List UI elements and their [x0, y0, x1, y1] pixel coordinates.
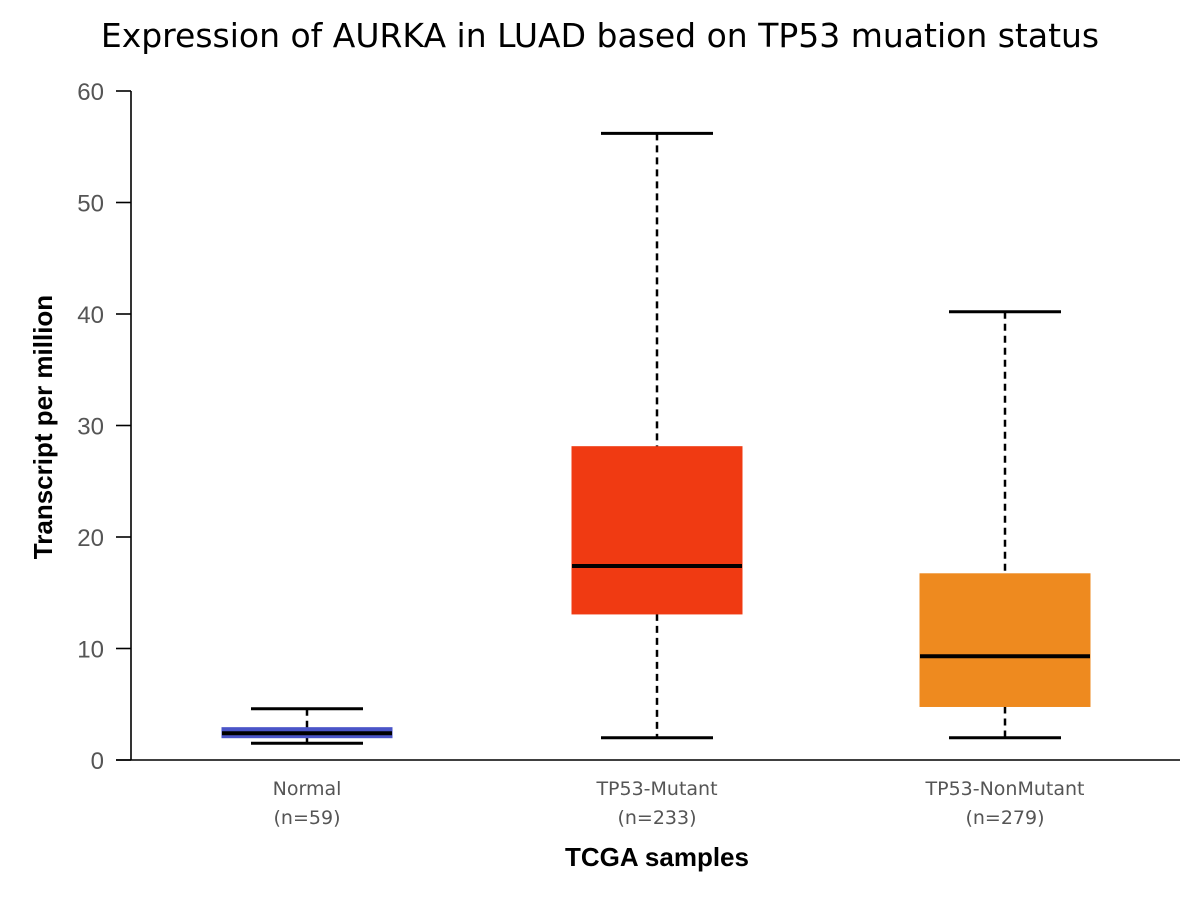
y-tick-label: 60: [77, 79, 104, 106]
x-tick-label-count: (n=279): [965, 807, 1044, 829]
x-tick-label-name: TP53-NonMutant: [925, 778, 1085, 800]
x-axis-label: TCGA samples: [565, 842, 749, 872]
y-tick-label: 20: [77, 525, 104, 552]
chart-title: Expression of AURKA in LUAD based on TP5…: [101, 16, 1099, 55]
y-tick-label: 10: [77, 637, 104, 664]
box-tp53-mutant: [571, 131, 743, 740]
y-tick-label: 30: [77, 414, 104, 441]
boxes: [221, 131, 1091, 745]
y-tick-label: 50: [77, 191, 104, 218]
x-tick-labels: Normal (n=59) TP53-Mutant (n=233) TP53-NonMu…: [273, 778, 1085, 829]
iqr-box: [919, 573, 1091, 707]
y-tick-label: 40: [77, 302, 104, 329]
iqr-box: [571, 446, 743, 615]
y-tick-label: 0: [91, 748, 104, 775]
y-ticks: 0 10 20 30 40 50 60: [77, 79, 131, 775]
x-tick-label-count: (n=233): [617, 807, 696, 829]
y-axis-label: Transcript per million: [28, 295, 58, 559]
x-tick-label-count: (n=59): [274, 807, 341, 829]
box-normal: [221, 707, 393, 745]
box-tp53-nonmutant: [919, 310, 1091, 740]
x-tick-label-name: Normal: [273, 778, 342, 800]
x-tick-label-name: TP53-Mutant: [595, 778, 717, 800]
